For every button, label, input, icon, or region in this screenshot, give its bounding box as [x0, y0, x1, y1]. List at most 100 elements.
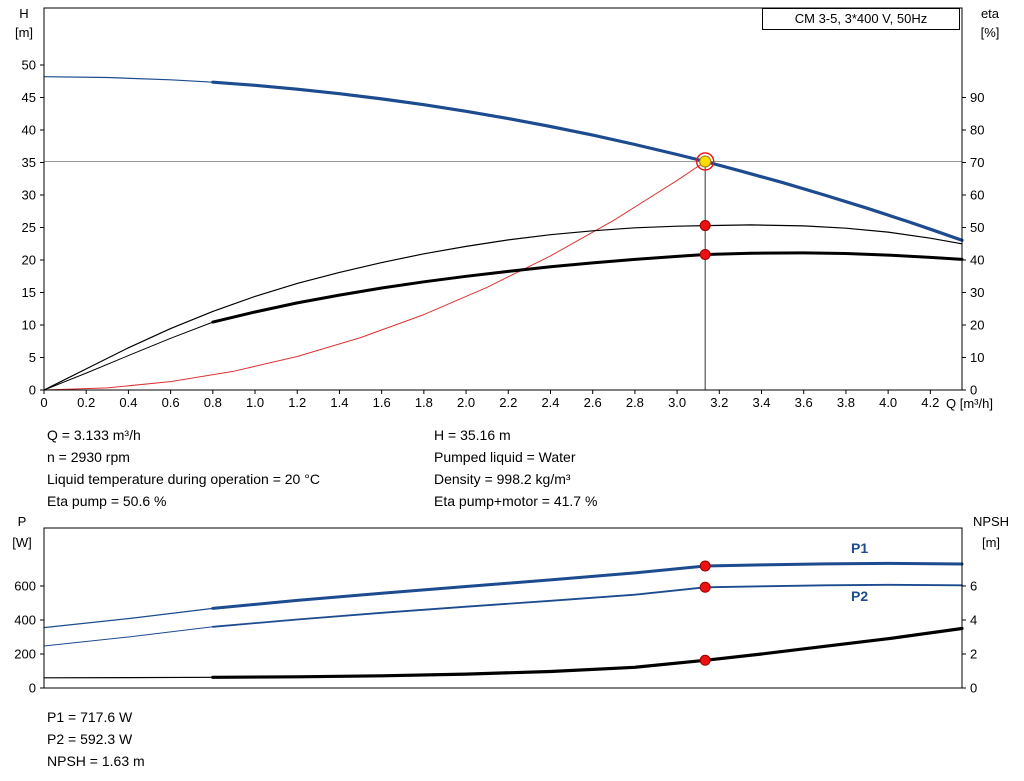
qh-curve: [211, 80, 964, 242]
tick-label: 1.8: [415, 395, 433, 410]
tick-label: 1.2: [288, 395, 306, 410]
pump-model-box: CM 3-5, 3*400 V, 50Hz: [762, 8, 960, 30]
tick-label: 10: [22, 318, 36, 333]
tick-label: 5: [29, 350, 36, 365]
p2-value: P2 = 592.3 W: [47, 731, 133, 747]
tick-label: 2.0: [457, 395, 475, 410]
tick-label: 15: [22, 285, 36, 300]
npsh-axis-title: NPSH: [972, 514, 1010, 529]
operating-data-right: H = 35.16 m Pumped liquid = Water Densit…: [434, 424, 597, 512]
p2-curve-label: P2: [851, 588, 869, 604]
eta-pump-value: Eta pump = 50.6 %: [47, 493, 167, 509]
tick-label: 3.6: [795, 395, 813, 410]
tick-label: 0: [29, 383, 36, 398]
tick-label: 6: [970, 578, 977, 593]
p1-point: [699, 560, 711, 572]
tick-label: 2: [970, 646, 977, 661]
tick-label: 45: [22, 90, 36, 105]
p2-lead-in: [43, 626, 214, 647]
tick-label: 3.0: [668, 395, 686, 410]
plot-frame: [43, 527, 963, 689]
system-curve: [43, 161, 706, 391]
eta-pump-motor-curve: [211, 251, 964, 324]
tick-label: 0: [40, 395, 47, 410]
tick-label: 0.2: [77, 395, 95, 410]
npsh-axis-unit: [m]: [981, 535, 1001, 550]
q-axis-label: Q [m³/h]: [946, 396, 993, 411]
tick-label: 80: [970, 123, 984, 138]
eta-pump-curve: [43, 224, 963, 391]
flow-value: Q = 3.133 m³/h: [47, 427, 141, 443]
tick-label: 20: [970, 318, 984, 333]
tick-label: 40: [970, 253, 984, 268]
tick-label: 25: [22, 220, 36, 235]
tick-label: 0: [970, 383, 977, 398]
head-value: H = 35.16 m: [434, 427, 511, 443]
p1-curve-label: P1: [851, 540, 869, 556]
eta-pump-point: [699, 220, 711, 232]
eta-pump-motor-value: Eta pump+motor = 41.7 %: [434, 493, 598, 509]
pumped-liquid-value: Pumped liquid = Water: [434, 449, 576, 465]
npsh-lead-in: [43, 676, 214, 679]
npsh-value: NPSH = 1.63 m: [47, 753, 145, 769]
tick-label: 30: [22, 188, 36, 203]
tick-label: 0.6: [162, 395, 180, 410]
p1-value: P1 = 717.6 W: [47, 709, 133, 725]
tick-label: 4.2: [921, 395, 939, 410]
tick-label: 0.4: [119, 395, 137, 410]
plot-frame: [43, 7, 963, 391]
eta-pump-motor-point: [699, 248, 711, 260]
power-npsh-values: P1 = 717.6 W P2 = 592.3 W NPSH = 1.63 m: [47, 706, 145, 772]
p2-curve: [211, 583, 963, 628]
qh-curve-lead-in: [43, 76, 214, 83]
liquid-temperature-value: Liquid temperature during operation = 20…: [47, 471, 320, 487]
p2-point: [699, 581, 711, 593]
tick-label: 3.4: [752, 395, 770, 410]
tick-label: 90: [970, 90, 984, 105]
npsh-curve: [211, 626, 964, 679]
tick-label: 40: [22, 123, 36, 138]
tick-label: 50: [970, 220, 984, 235]
tick-label: 2.4: [541, 395, 559, 410]
npsh-point: [699, 654, 711, 666]
tick-label: 3.2: [710, 395, 728, 410]
eta-axis-unit: [%]: [980, 25, 1000, 40]
eta-pump-motor-lead-in: [43, 321, 214, 391]
tick-label: 2.8: [626, 395, 644, 410]
tick-label: 3.8: [837, 395, 855, 410]
tick-label: 2.2: [499, 395, 517, 410]
h-axis-unit: [m]: [14, 25, 34, 40]
tick-label: 1.0: [246, 395, 264, 410]
tick-label: 30: [970, 285, 984, 300]
duty-point-ring: [695, 152, 715, 171]
tick-label: 200: [14, 646, 36, 661]
eta-axis-title: eta: [980, 6, 1000, 21]
tick-label: 60: [970, 188, 984, 203]
p1-lead-in: [43, 607, 214, 629]
tick-label: 0.8: [204, 395, 222, 410]
tick-label: 4: [970, 612, 977, 627]
power-npsh-chart: 0 200 400 600 0 2 4 6: [14, 527, 977, 696]
duty-point: [699, 155, 712, 168]
tick-label: 10: [970, 350, 984, 365]
qh-eta-chart: 0 0.2 0.4 0.6 0.8 1.0 1.2 1.4 1.6 1.8 2.0 2.2 2.4 2.6…: [22, 7, 984, 410]
density-value: Density = 998.2 kg/m³: [434, 471, 571, 487]
tick-label: 70: [970, 155, 984, 170]
p-axis-title: P: [17, 514, 27, 529]
tick-label: 600: [14, 578, 36, 593]
tick-label: 2.6: [584, 395, 602, 410]
tick-label: 0: [29, 681, 36, 696]
tick-label: 20: [22, 253, 36, 268]
tick-label: 400: [14, 612, 36, 627]
operating-data-left: Q = 3.133 m³/h n = 2930 rpm Liquid tempe…: [47, 424, 320, 512]
tick-label: 35: [22, 155, 36, 170]
tick-label: 0: [970, 681, 977, 696]
p-axis-unit: [W]: [12, 535, 32, 550]
h-axis-title: H: [19, 6, 29, 21]
speed-value: n = 2930 rpm: [47, 449, 130, 465]
p1-curve: [211, 561, 964, 610]
tick-label: 1.6: [373, 395, 391, 410]
tick-label: 50: [22, 58, 36, 73]
tick-label: 1.4: [330, 395, 348, 410]
tick-label: 4.0: [879, 395, 897, 410]
